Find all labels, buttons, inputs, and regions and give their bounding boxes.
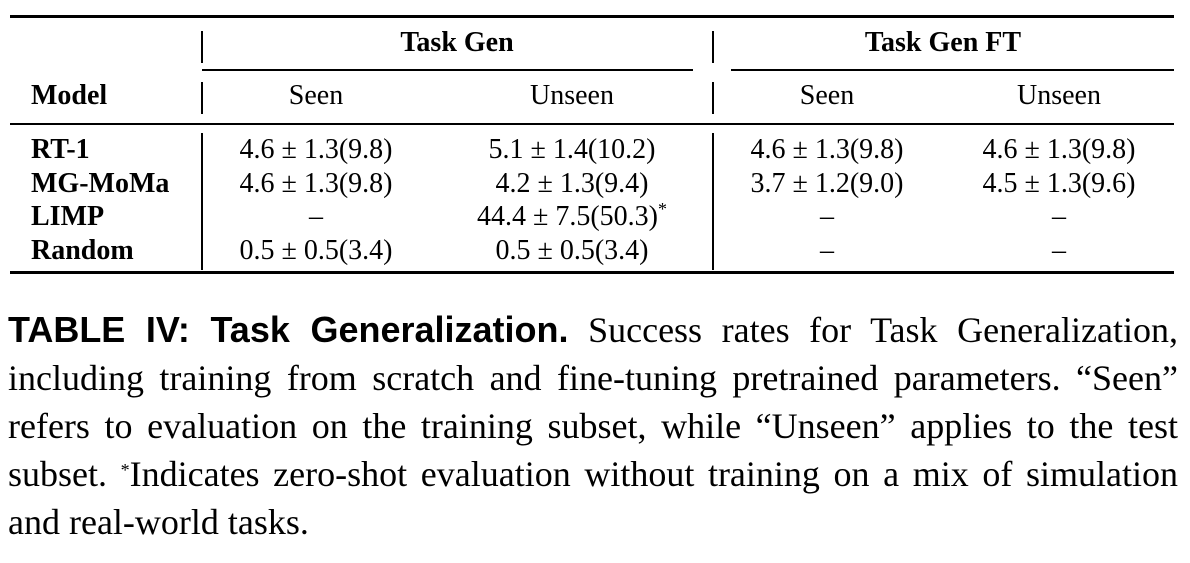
caption-zero-shot-marker: *	[120, 460, 130, 480]
subheader-seen: Seen	[288, 80, 344, 111]
bottom-rule	[10, 271, 1174, 274]
subheader-unseen: Unseen	[530, 80, 614, 111]
column-separator	[712, 82, 714, 114]
group-header-task-gen: Task Gen	[400, 27, 514, 58]
table-cell: –	[820, 235, 834, 266]
table-cell: –	[1052, 201, 1066, 232]
row-model-name: Random	[31, 235, 134, 266]
table-cell: 4.5 ± 1.3(9.6)	[982, 168, 1136, 199]
column-separator	[201, 82, 203, 114]
row-model-name: LIMP	[31, 201, 105, 232]
table-cell: 4.6 ± 1.3(9.8)	[239, 134, 393, 165]
table-cell: 4.6 ± 1.3(9.8)	[982, 134, 1136, 165]
table-cell: 4.6 ± 1.3(9.8)	[239, 168, 393, 199]
table-cell: –	[1052, 235, 1066, 266]
table-cell-limp-unseen: 44.4 ± 7.5(50.3)*	[477, 200, 667, 234]
caption-label: TABLE IV: Task Generalization.	[8, 309, 569, 350]
header-rule	[10, 123, 1174, 125]
column-separator	[201, 31, 203, 63]
column-separator	[712, 133, 714, 270]
column-separator	[712, 31, 714, 63]
model-header: Model	[31, 80, 108, 111]
table-cell: 0.5 ± 0.5(3.4)	[495, 235, 649, 266]
table-cell: 4.2 ± 1.3(9.4)	[495, 168, 649, 199]
group-header-task-gen-ft: Task Gen FT	[864, 27, 1022, 58]
table-cell: 4.6 ± 1.3(9.8)	[750, 134, 904, 165]
table-cell: –	[820, 201, 834, 232]
task-gen-cmidrule	[202, 69, 693, 71]
task-gen-ft-cmidrule	[731, 69, 1174, 71]
caption-text-footnote: Indicates zero-shot evaluation without t…	[8, 454, 1178, 542]
table-cell: 3.7 ± 1.2(9.0)	[750, 168, 904, 199]
table-caption: TABLE IV: Task Generalization. Success r…	[8, 306, 1178, 546]
top-rule	[10, 15, 1174, 18]
row-model-name: RT-1	[31, 134, 90, 165]
zero-shot-marker: *	[658, 199, 668, 219]
row-model-name: MG-MoMa	[31, 168, 170, 199]
table-cell: 5.1 ± 1.4(10.2)	[488, 134, 656, 165]
table-cell: –	[309, 201, 323, 232]
table-cell-value: 44.4 ± 7.5(50.3)	[476, 201, 659, 232]
subheader-unseen: Unseen	[1017, 80, 1101, 111]
column-separator	[201, 133, 203, 270]
subheader-seen: Seen	[799, 80, 855, 111]
caption-text: Success rates for Task Generalization, i…	[8, 310, 1178, 494]
table-cell: 0.5 ± 0.5(3.4)	[239, 235, 393, 266]
